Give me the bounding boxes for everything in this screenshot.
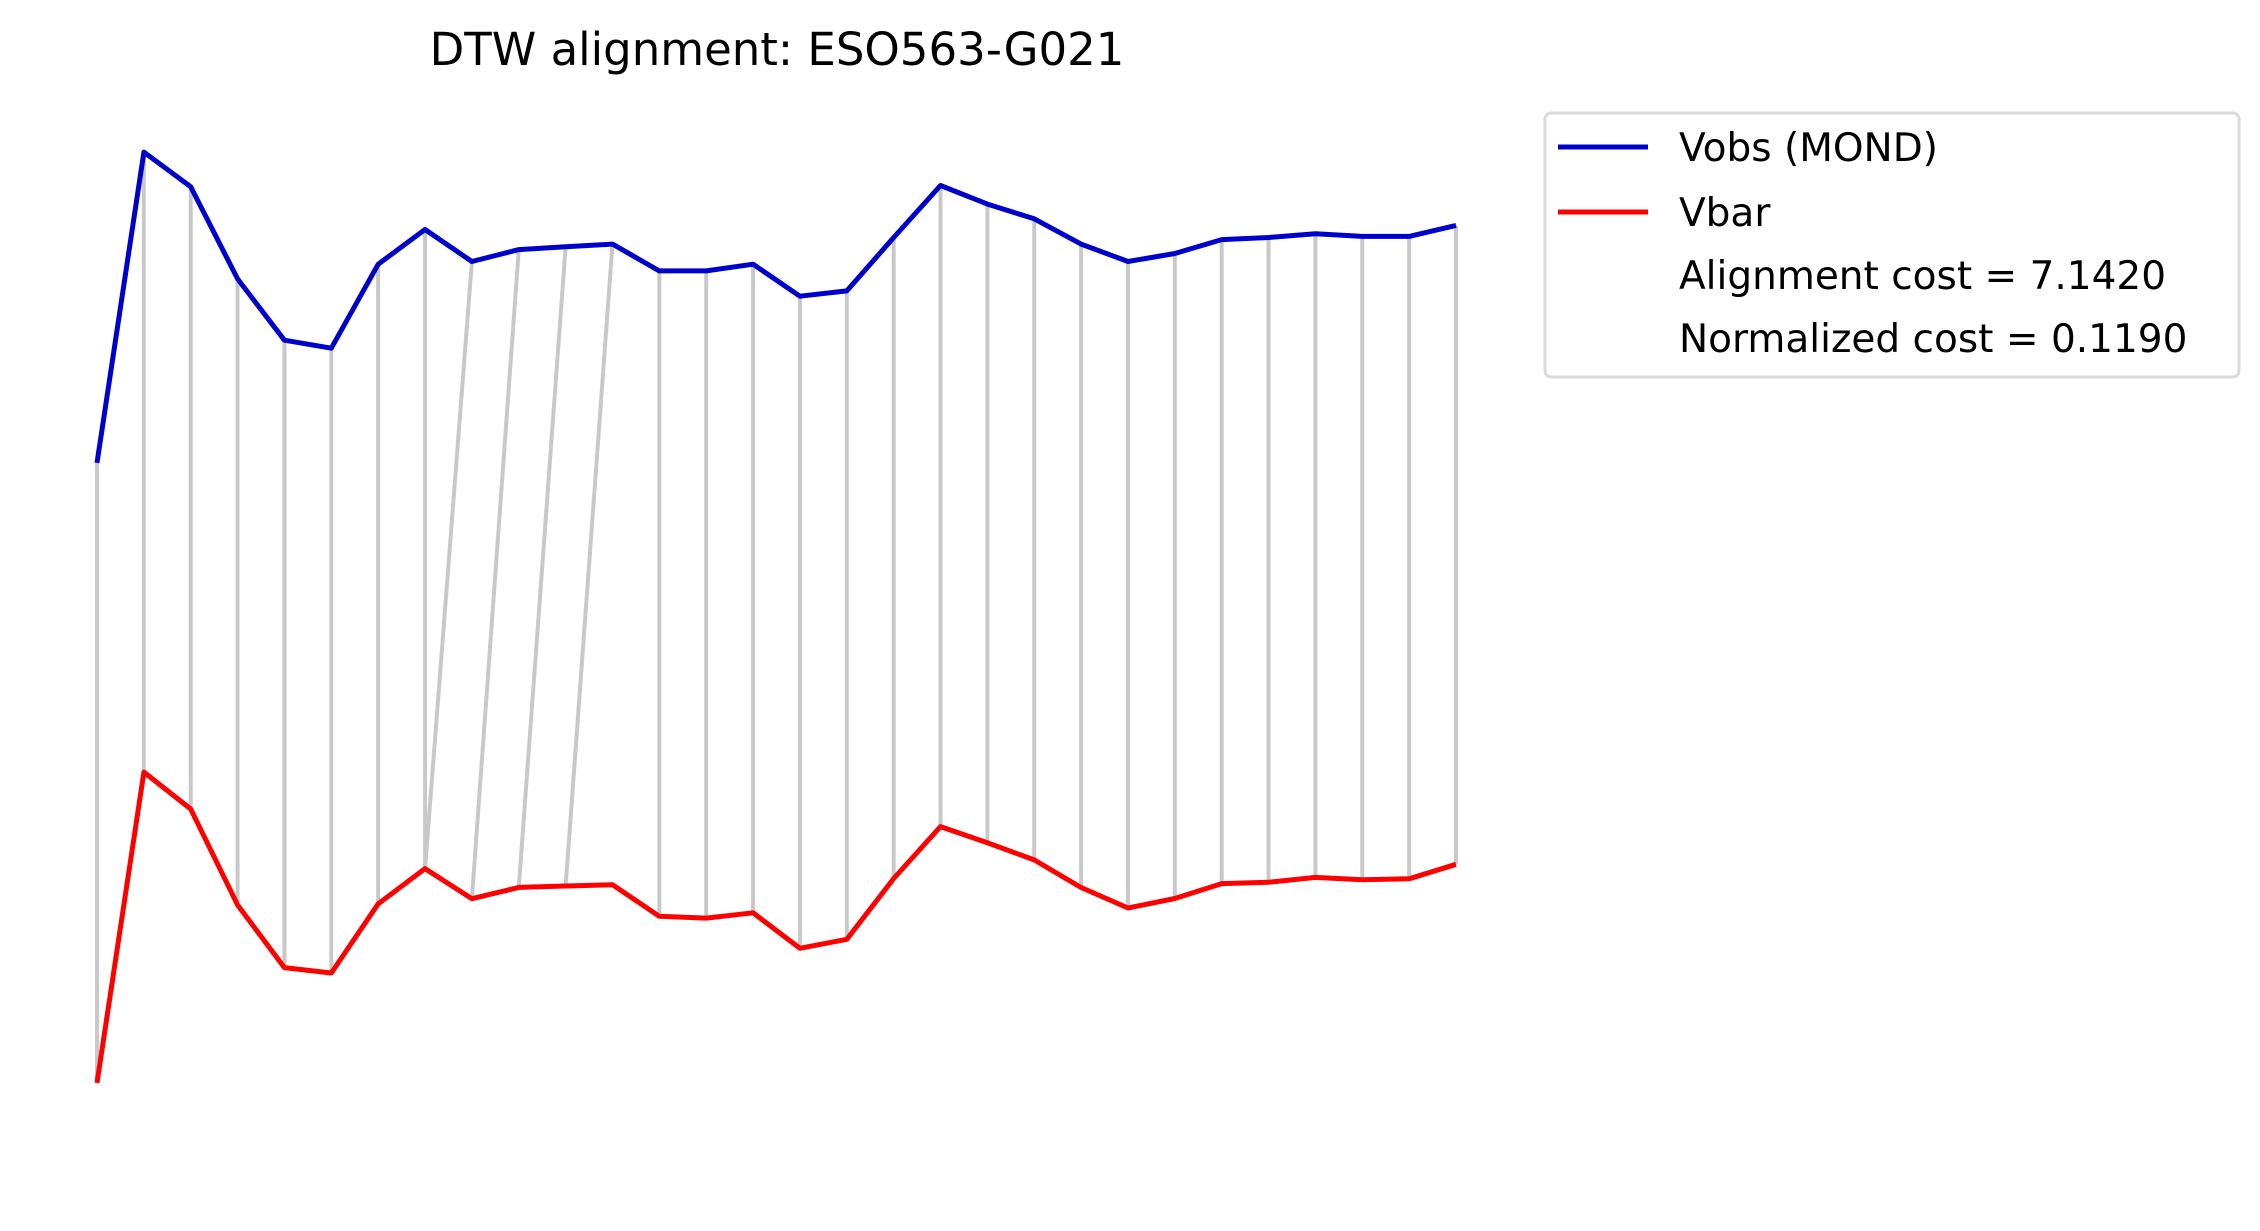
legend: Vobs (MOND) Vbar Alignment cost = 7.1420… <box>1543 111 2241 379</box>
legend-alignment-cost: Alignment cost = 7.1420 <box>1679 254 2166 299</box>
alignment-line-10 <box>516 246 568 888</box>
legend-label-vobs: Vobs (MOND) <box>1679 126 1938 171</box>
legend-label-vbar: Vbar <box>1679 191 1771 236</box>
alignment-line-8 <box>423 261 474 869</box>
legend-normalized-cost: Normalized cost = 0.1190 <box>1679 317 2187 362</box>
alignment-line-9 <box>469 249 521 899</box>
chart-title: DTW alignment: ESO563-G021 <box>430 23 1125 76</box>
alignment-line-11 <box>563 243 615 887</box>
series-line-vobs <box>94 149 1457 464</box>
series-line-vbar <box>94 769 1457 1084</box>
series-lines <box>94 149 1457 1084</box>
alignment-lines <box>95 152 1458 1083</box>
legend-frame <box>1543 111 2241 379</box>
